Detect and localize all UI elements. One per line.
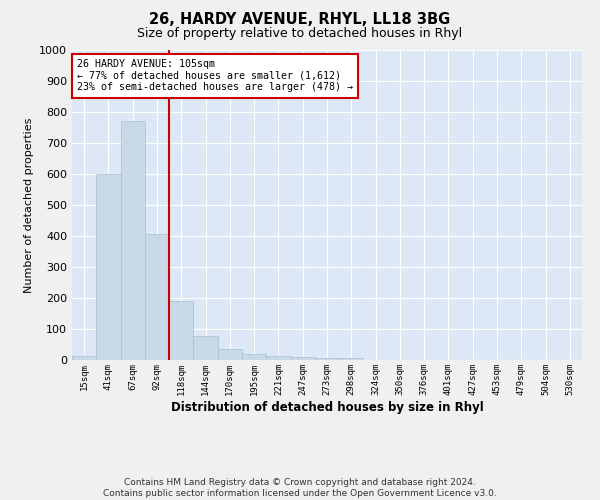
Bar	[339, 358, 364, 360]
Bar	[193, 336, 218, 360]
Text: Contains HM Land Registry data © Crown copyright and database right 2024.
Contai: Contains HM Land Registry data © Crown c…	[103, 478, 497, 498]
Bar	[169, 301, 193, 360]
Y-axis label: Number of detached properties: Number of detached properties	[23, 118, 34, 292]
Text: Size of property relative to detached houses in Rhyl: Size of property relative to detached ho…	[137, 28, 463, 40]
Bar	[315, 358, 339, 360]
Bar	[290, 356, 315, 360]
Text: 26, HARDY AVENUE, RHYL, LL18 3BG: 26, HARDY AVENUE, RHYL, LL18 3BG	[149, 12, 451, 28]
Bar	[96, 174, 121, 360]
Bar	[145, 234, 169, 360]
Text: 26 HARDY AVENUE: 105sqm
← 77% of detached houses are smaller (1,612)
23% of semi: 26 HARDY AVENUE: 105sqm ← 77% of detache…	[77, 60, 353, 92]
Bar	[121, 122, 145, 360]
Bar	[72, 356, 96, 360]
X-axis label: Distribution of detached houses by size in Rhyl: Distribution of detached houses by size …	[170, 400, 484, 413]
Bar	[218, 348, 242, 360]
Bar	[266, 356, 290, 360]
Bar	[242, 354, 266, 360]
